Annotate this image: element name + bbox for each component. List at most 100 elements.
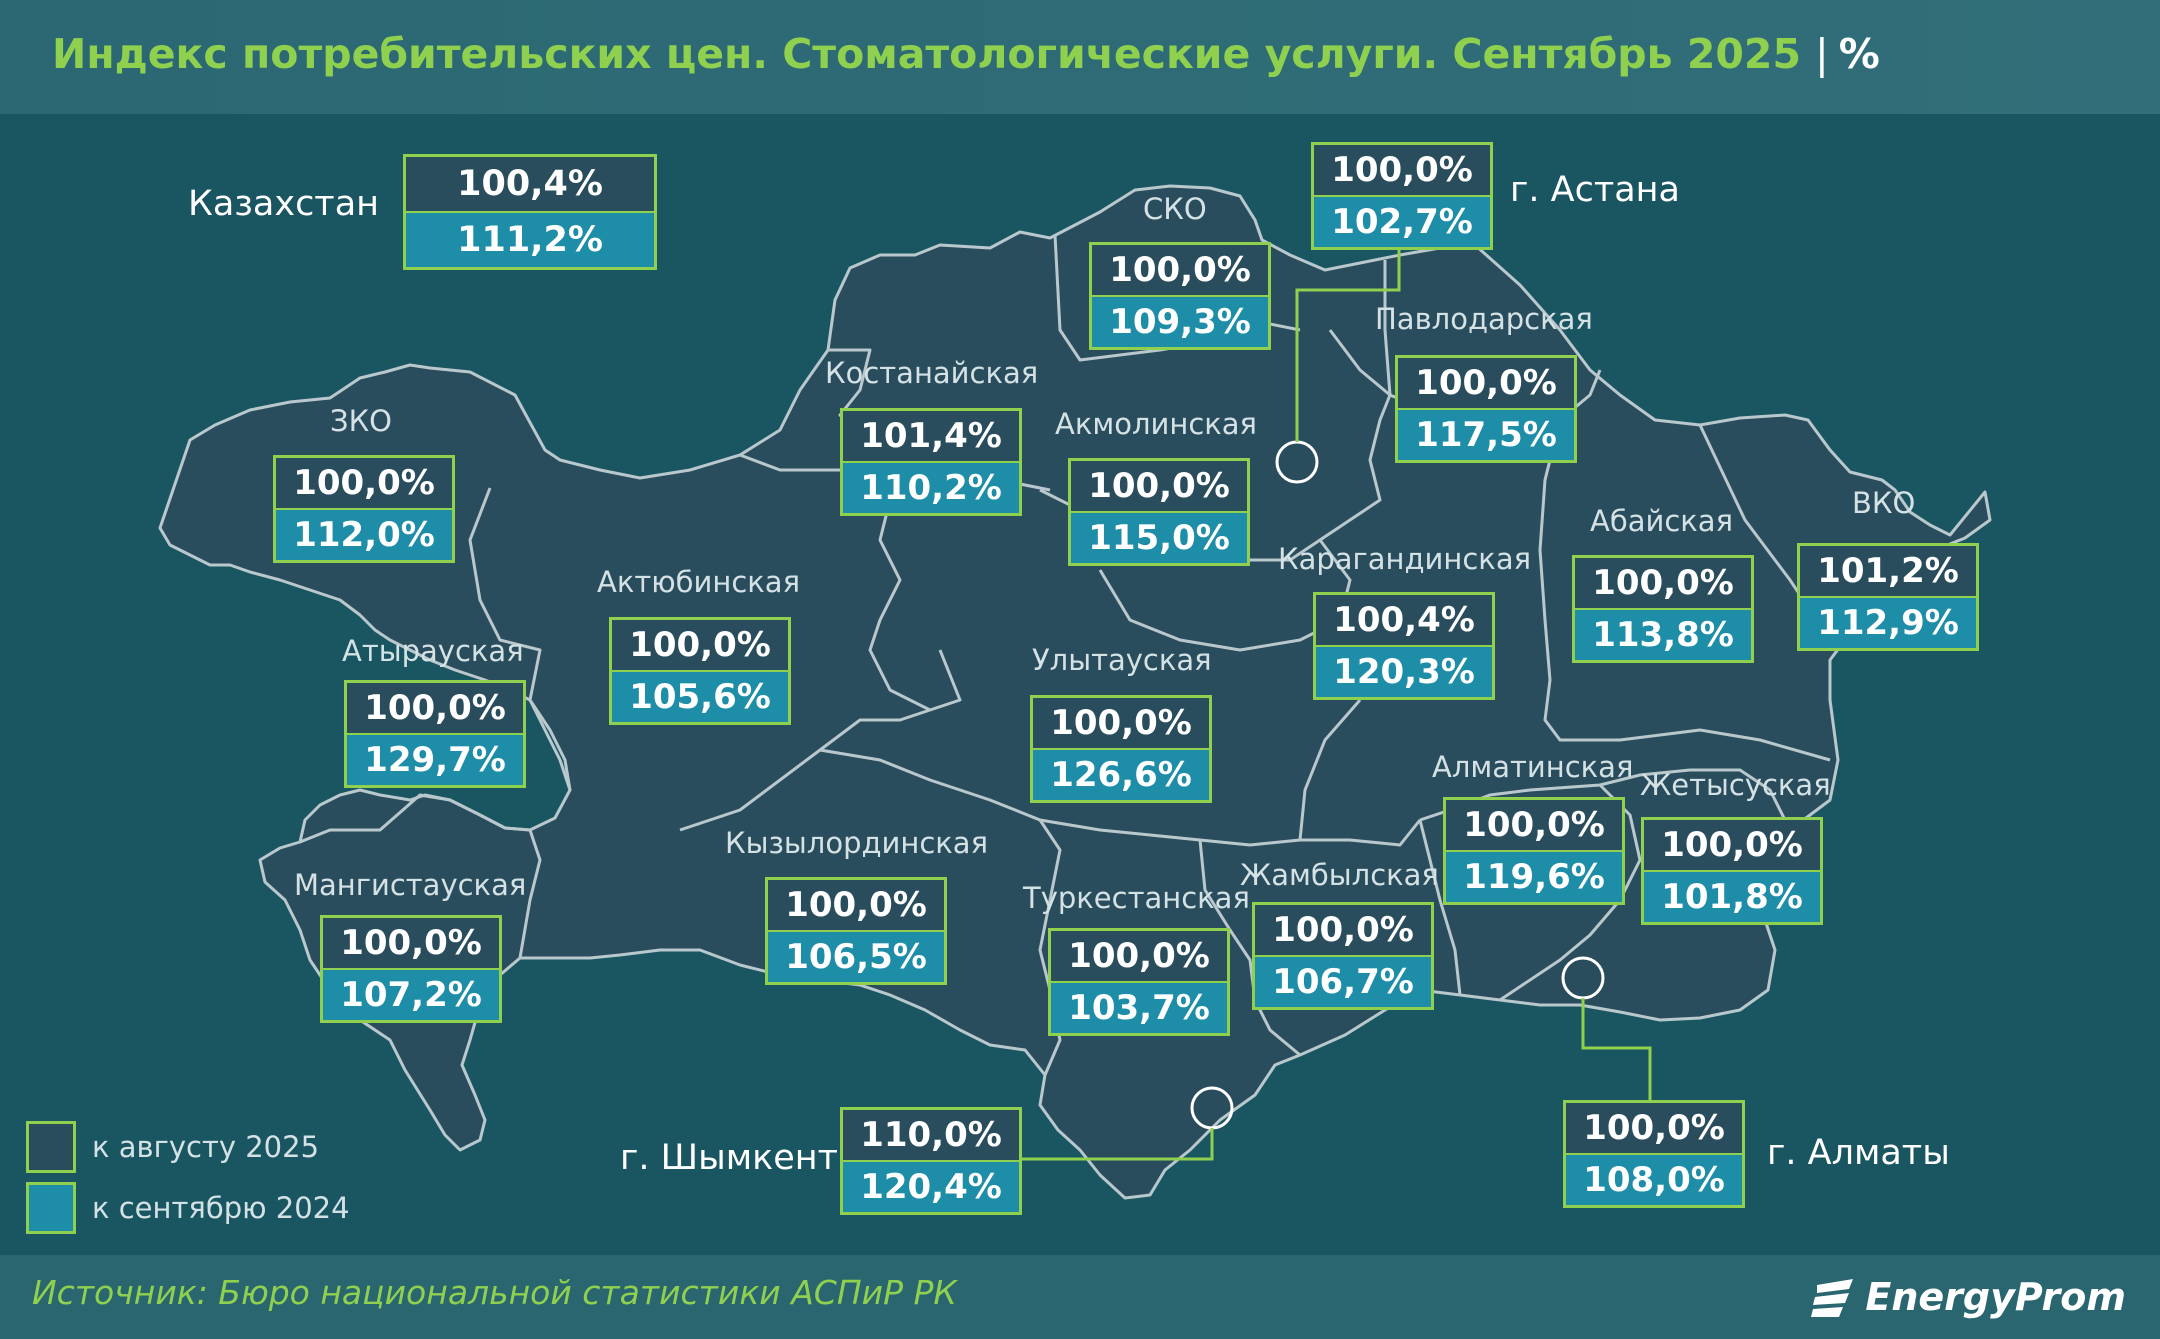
title-text: Индекс потребительских цен. Стоматологич… [52,30,1801,78]
border-kyzylorda-ulytau [819,748,1422,847]
label-astana: г. Астана [1510,170,1680,210]
energyprom-logo-icon [1811,1279,1854,1317]
value-box-akmola: 100,0% 115,0% [1068,458,1250,566]
legend-label-to-august: к августу 2025 [92,1130,320,1164]
label-zhetysu: Жетысуская [1640,768,1831,802]
energyprom-logo: EnergyProm [1809,1269,2126,1325]
border-karaganda-south [1298,699,1362,841]
title-separator: | [1814,30,1829,78]
value-to-august: 100,4% [406,157,654,213]
border-ulytau-karaganda [1098,539,1352,652]
label-almaty-city: г. Алматы [1767,1133,1950,1173]
value-box-almaty-region: 100,0% 119,6% [1443,797,1625,905]
shymkent-leader [1022,1128,1214,1161]
value-to-august: 100,0% [323,918,499,970]
value-box-kazakhstan: 100,4% 111,2% [403,154,657,270]
value-box-vko: 101,2% 112,9% [1797,543,1979,651]
value-to-september: 129,7% [347,735,523,785]
value-to-september: 106,5% [768,932,944,982]
value-to-september: 101,8% [1644,872,1820,922]
source-note: Источник: Бюро национальной статистики А… [32,1273,957,1312]
value-box-ulytau: 100,0% 126,6% [1030,695,1212,803]
value-box-turkestan: 100,0% 103,7% [1048,928,1230,1036]
border-mangystau [299,793,542,959]
value-box-sko: 100,0% 109,3% [1089,242,1271,350]
value-to-september: 120,3% [1316,647,1492,697]
astana-leader [1295,242,1401,442]
logo-text: EnergyProm [1865,1275,2126,1319]
value-to-september: 117,5% [1398,410,1574,460]
value-to-september: 112,0% [276,510,452,560]
label-sko: СКО [1143,192,1207,226]
border-kyzylorda-turkestan [1038,819,1062,1076]
label-zko: ЗКО [330,404,393,438]
legend-to-august: к августу 2025 [26,1121,319,1173]
value-box-aktobe: 100,0% 105,6% [609,617,791,725]
label-zhambyl: Жамбылская [1240,858,1439,892]
legend-swatch-to-august [26,1121,76,1173]
value-to-august: 100,0% [1071,461,1247,513]
value-to-september: 115,0% [1071,513,1247,563]
value-box-abai: 100,0% 113,8% [1572,555,1754,663]
value-to-september: 112,9% [1800,598,1976,648]
value-to-august: 100,0% [1051,931,1227,983]
value-to-september: 109,3% [1092,297,1268,347]
border-zko [468,487,542,701]
value-to-september: 110,2% [843,463,1019,513]
header-bar: Индекс потребительских цен. Стоматологич… [0,0,2160,114]
label-shymkent: г. Шымкент [620,1138,839,1178]
value-to-august: 100,0% [1314,145,1490,197]
value-to-august: 100,0% [347,683,523,735]
legend-to-september: к сентябрю 2024 [26,1182,350,1234]
value-to-august: 100,0% [1398,358,1574,410]
value-box-zhambyl: 100,0% 106,7% [1252,902,1434,1010]
label-aktobe: Актюбинская [597,565,801,599]
label-turkestan: Туркестанская [1023,881,1250,915]
value-to-august: 101,2% [1800,546,1976,598]
label-vko: ВКО [1852,486,1916,520]
label-kostanay: Костанайская [825,356,1039,390]
value-box-kyzylorda: 100,0% 106,5% [765,877,947,985]
value-to-august: 100,0% [1255,905,1431,957]
value-to-august: 100,0% [1033,698,1209,750]
label-ulytau: Улытауская [1032,643,1212,677]
value-to-august: 100,4% [1316,595,1492,647]
value-box-mangystau: 100,0% 107,2% [320,915,502,1023]
legend-label-to-september: к сентябрю 2024 [92,1191,350,1225]
value-to-august: 100,0% [1644,820,1820,872]
value-to-august: 100,0% [768,880,944,932]
value-to-september: 106,7% [1255,957,1431,1007]
value-to-september: 111,2% [406,213,654,267]
label-almaty-region: Алматинская [1432,750,1634,784]
value-to-september: 102,7% [1314,197,1490,247]
value-to-august: 100,0% [1575,558,1751,610]
label-kazakhstan: Казахстан [188,184,380,224]
border-atyrau-aktobe [528,699,572,791]
value-box-kostanay: 101,4% 110,2% [840,408,1022,516]
label-atyrau: Атырауская [342,634,524,668]
title-unit: % [1838,30,1880,78]
value-to-september: 103,7% [1051,983,1227,1033]
label-kyzylorda: Кызылординская [725,826,989,860]
footer-bar: Источник: Бюро национальной статистики А… [0,1255,2160,1339]
border-zhambyl-almaty [1418,819,1462,996]
page-title: Индекс потребительских цен. Стоматологич… [52,30,1880,78]
almaty-leader [1581,998,1652,1100]
value-to-august: 110,0% [843,1110,1019,1162]
value-box-zhetysu: 100,0% 101,8% [1641,817,1823,925]
value-box-atyrau: 100,0% 129,7% [344,680,526,788]
label-abai: Абайская [1590,504,1734,538]
border-zhambyl [1198,839,1301,1057]
border-karaganda-abai [1538,419,1831,762]
value-to-august: 100,0% [1566,1103,1742,1155]
value-to-august: 100,0% [1446,800,1622,852]
value-to-august: 100,0% [276,458,452,510]
value-to-september: 105,6% [612,672,788,722]
value-box-shymkent: 110,0% 120,4% [840,1107,1022,1215]
value-box-astana: 100,0% 102,7% [1311,142,1493,250]
kazakhstan-map [158,184,1992,1200]
value-to-august: 101,4% [843,411,1019,463]
value-to-september: 120,4% [843,1162,1019,1212]
value-to-august: 100,0% [612,620,788,672]
value-to-september: 107,2% [323,970,499,1020]
